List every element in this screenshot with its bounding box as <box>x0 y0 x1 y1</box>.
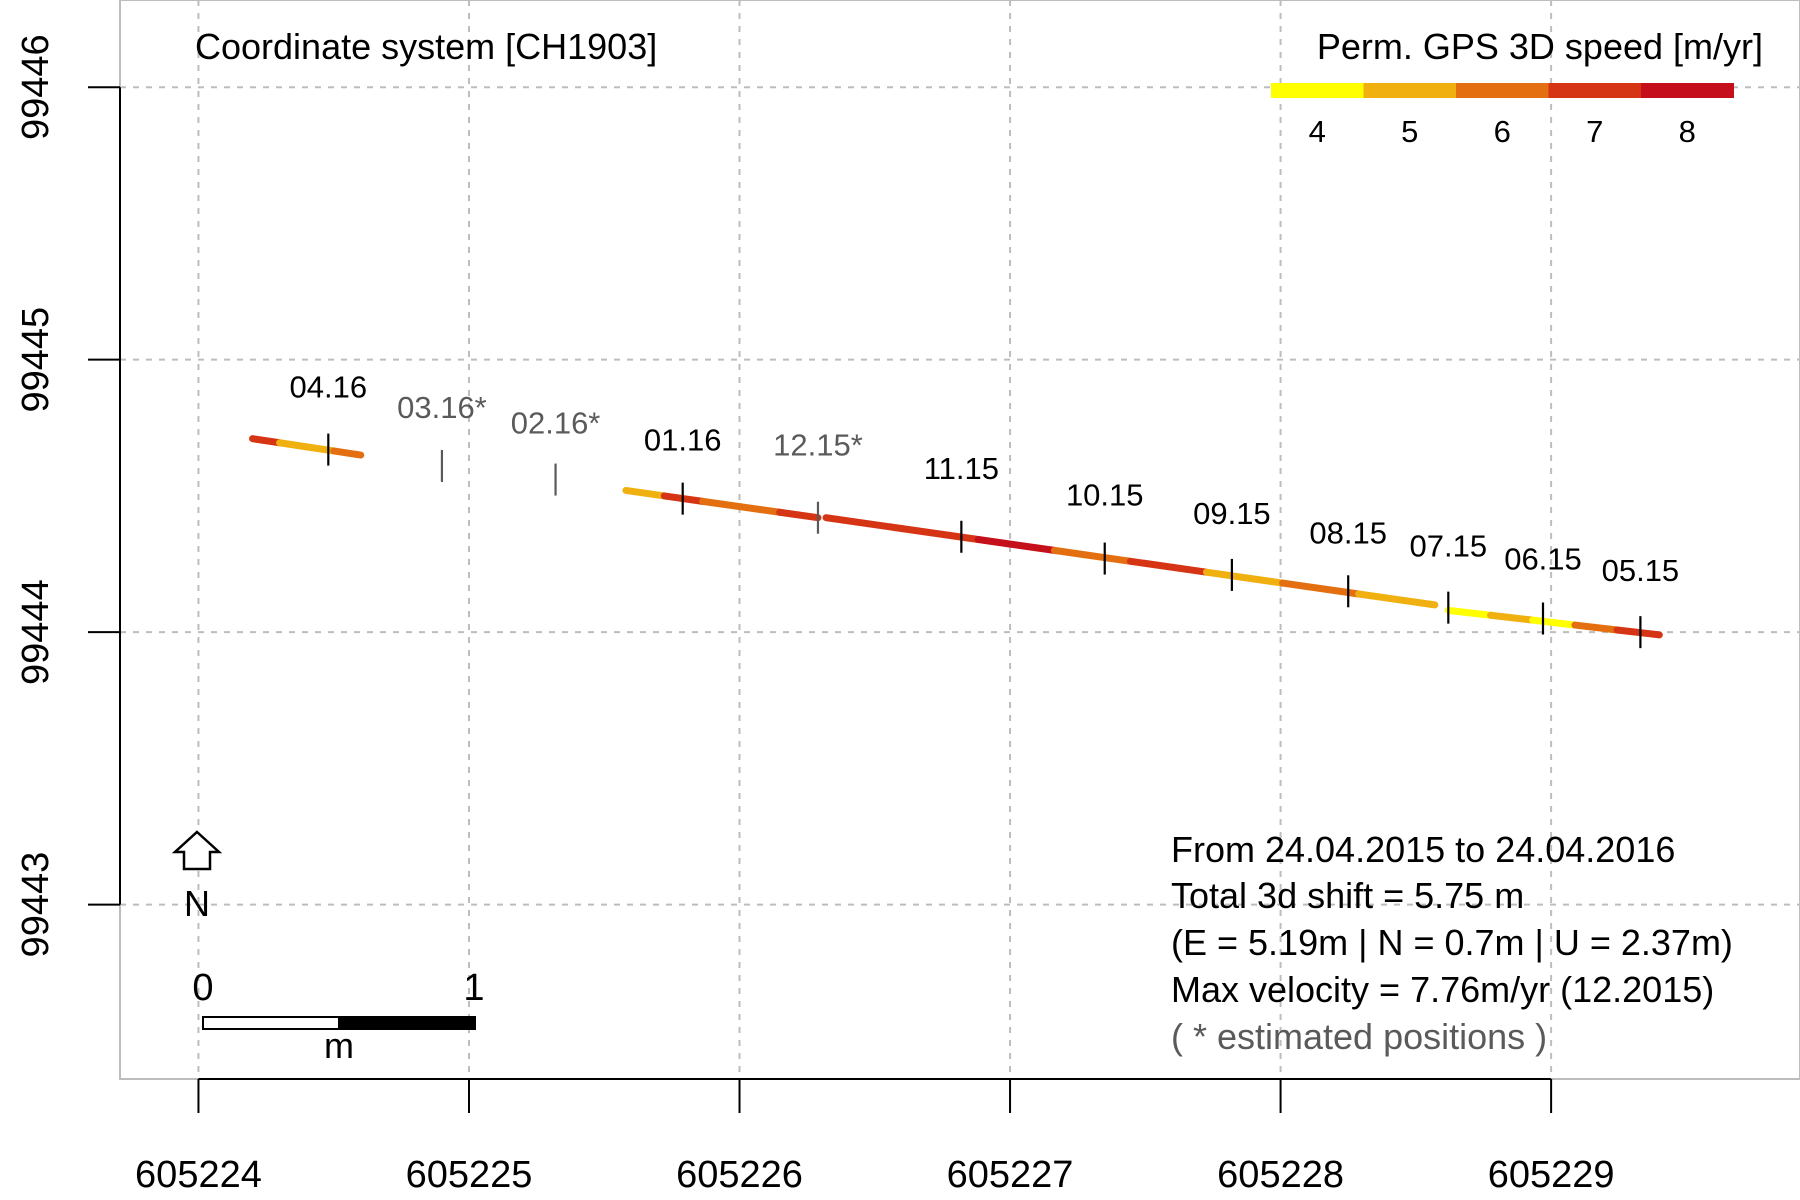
track-point-run <box>1355 590 1439 609</box>
scale-bar-white-segment <box>202 1016 340 1030</box>
track-point-run <box>776 508 822 522</box>
month-marker-label: 06.15 <box>1504 542 1582 577</box>
scale-bar-unit: m <box>324 1025 354 1066</box>
month-marker-label: 02.16* <box>511 406 601 441</box>
x-tick-label: 605226 <box>676 1154 803 1196</box>
track-point-run <box>1571 621 1621 634</box>
month-marker-label: 09.15 <box>1193 496 1271 531</box>
track-point-run <box>330 447 365 459</box>
x-tick-label: 605227 <box>947 1154 1074 1196</box>
info-estimated-note: ( * estimated positions ) <box>1171 1016 1547 1057</box>
grid <box>120 0 1800 1079</box>
track-point-run <box>1126 557 1211 576</box>
colorbar-label: 7 <box>1586 114 1603 149</box>
scale-bar: 0 1 m <box>192 967 484 1066</box>
track-point-run <box>303 443 338 455</box>
scale-bar-end-label: 1 <box>463 967 484 1009</box>
colorbar-swatch <box>1271 83 1364 98</box>
north-arrow: N <box>171 830 223 924</box>
x-tick-label: 605228 <box>1217 1154 1344 1196</box>
y-tick-label: 99445 <box>15 307 57 413</box>
month-marker-label: 03.16* <box>397 390 487 425</box>
colorbar-swatch <box>1456 83 1549 98</box>
info-shift-components: (E = 5.19m | N = 0.7m | U = 2.37m) <box>1171 922 1733 963</box>
track-point-run <box>974 536 1058 554</box>
scale-bar-black-segment <box>338 1016 476 1030</box>
y-tick-label: 99443 <box>15 852 57 958</box>
month-marker-label: 05.15 <box>1602 553 1680 588</box>
track-point-run <box>1444 606 1495 619</box>
colorbar-label: 4 <box>1309 114 1326 149</box>
track-point-run <box>1529 616 1579 629</box>
track-point-run <box>276 439 311 451</box>
track-point-run <box>1050 546 1134 565</box>
month-marker-label: 01.16 <box>644 423 722 458</box>
x-tick-label: 605229 <box>1488 1154 1615 1196</box>
track-point-run <box>1487 611 1537 624</box>
coordinate-system-label: Coordinate system [CH1903] <box>195 26 657 67</box>
colorbar-swatch <box>1641 83 1734 98</box>
colorbar-label: 5 <box>1401 114 1418 149</box>
north-arrow-label: N <box>184 883 210 924</box>
month-marker-label: 04.16 <box>290 370 368 405</box>
info-period: From 24.04.2015 to 24.04.2016 <box>1171 829 1675 870</box>
info-total-shift: Total 3d shift = 5.75 m <box>1171 875 1524 916</box>
colorbar-label: 6 <box>1494 114 1511 149</box>
month-marker-label: 12.15* <box>773 428 863 463</box>
gps-track <box>249 435 1663 639</box>
colorbar-label: 8 <box>1679 114 1696 149</box>
info-block: From 24.04.2015 to 24.04.2016 Total 3d s… <box>1171 829 1733 1057</box>
track-point-run <box>1613 626 1663 639</box>
y-tick-label: 99444 <box>15 579 57 685</box>
month-marker-label: 07.15 <box>1410 529 1488 564</box>
colorbar-swatch <box>1548 83 1642 98</box>
track-point-run <box>1279 579 1363 598</box>
track-point-run <box>1203 568 1287 587</box>
x-tick-label: 605224 <box>135 1154 262 1196</box>
info-max-velocity: Max velocity = 7.76m/yr (12.2015) <box>1171 969 1714 1010</box>
colorbar-swatch <box>1363 83 1457 98</box>
y-tick-label: 99446 <box>15 34 57 140</box>
track-point-run <box>699 497 745 511</box>
track-point-run <box>249 435 284 447</box>
track-point-run <box>822 514 906 533</box>
colorbar-title: Perm. GPS 3D speed [m/yr] <box>1317 26 1763 67</box>
north-arrow-icon <box>171 830 223 871</box>
month-marker-label: 10.15 <box>1066 478 1144 513</box>
colorbar: Perm. GPS 3D speed [m/yr] 4 5 6 7 8 <box>1271 26 1763 149</box>
track-point-run <box>622 486 668 500</box>
axes: 605224 605225 605226 605227 605228 605229 9944… <box>15 34 1615 1196</box>
month-marker-label: 08.15 <box>1309 515 1387 550</box>
track-point-run <box>898 525 982 543</box>
scale-bar-start-label: 0 <box>192 967 213 1009</box>
x-tick-label: 605225 <box>406 1154 533 1196</box>
month-markers: 04.16 03.16* 02.16* 01.16 12.15* 11.15 10.15 09… <box>290 370 1680 649</box>
track-point-run <box>737 503 784 516</box>
month-marker-label: 11.15 <box>924 451 999 486</box>
